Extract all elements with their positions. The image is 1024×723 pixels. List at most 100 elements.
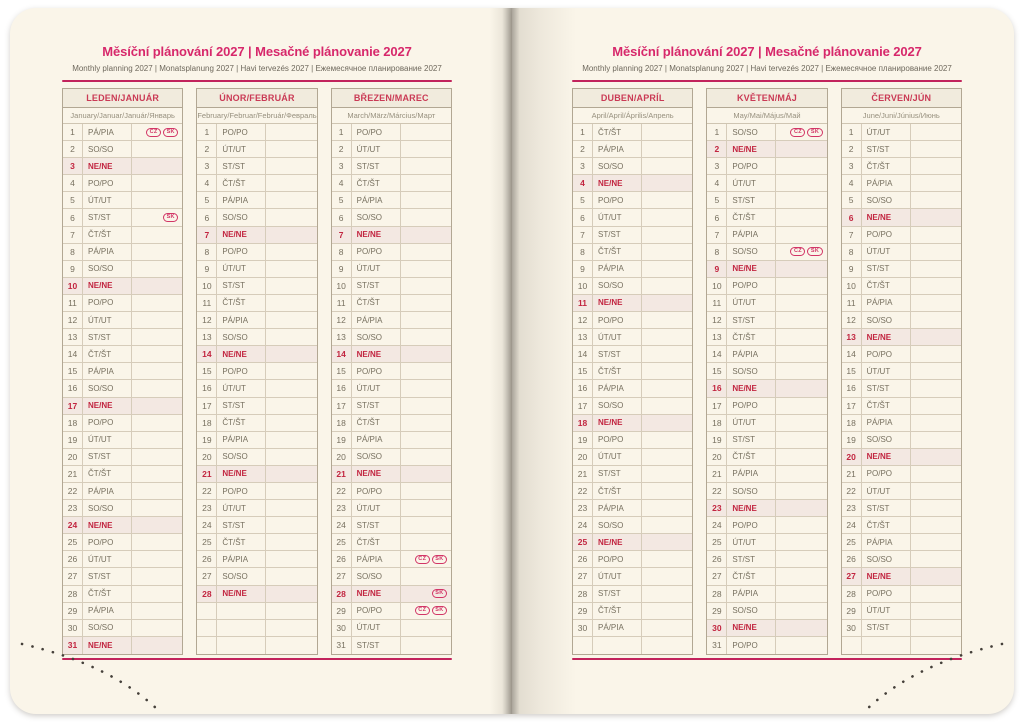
day-row: 11 ÚT/UT — [707, 294, 827, 313]
day-number: 17 — [573, 397, 593, 414]
notes-cell — [776, 483, 826, 499]
notes-cell — [401, 380, 451, 396]
day-name: NE/NE — [862, 568, 911, 585]
day-name: PO/PO — [217, 243, 267, 260]
day-name: NE/NE — [83, 397, 132, 414]
day-number: 3 — [707, 158, 728, 175]
day-row: 16 SO/SO — [63, 380, 183, 398]
day-row: 29 PO/PO CZ SK — [331, 602, 451, 620]
notes-cell — [401, 466, 451, 482]
day-number: 16 — [63, 380, 83, 397]
day-row: 23 ST/ST — [841, 500, 961, 518]
day-number: 21 — [573, 465, 593, 482]
day-row: 10 ST/ST — [331, 277, 451, 295]
notes-cell — [401, 432, 451, 448]
day-number: 19 — [332, 431, 352, 448]
day-row: 8 PÁ/PIA — [63, 243, 183, 261]
day-number: 3 — [332, 158, 352, 175]
day-name: SO/SO — [727, 243, 777, 260]
day-name: PO/PO — [593, 192, 642, 209]
day-number: 20 — [573, 448, 593, 465]
day-number: 16 — [707, 380, 728, 397]
day-name: PÁ/PIA — [593, 380, 642, 397]
day-name: ST/ST — [352, 277, 401, 294]
day-row: 16 PÁ/PIA — [573, 380, 693, 398]
day-row: 24 NE/NE — [63, 517, 183, 535]
day-name: SO/SO — [727, 124, 777, 141]
notes-cell — [911, 124, 961, 140]
notes-cell — [266, 261, 316, 277]
day-row: 5 PÁ/PIA — [197, 192, 317, 210]
notes-cell — [401, 175, 451, 191]
notes-cell — [266, 415, 316, 431]
blank-day-cell — [593, 636, 642, 654]
day-row: 23 NE/NE — [707, 500, 827, 518]
day-row: 13 ÚT/UT — [573, 329, 693, 347]
day-name: PO/PO — [862, 226, 911, 243]
day-name: PÁ/PIA — [862, 534, 911, 551]
day-name: NE/NE — [217, 585, 267, 602]
day-number: 29 — [842, 602, 862, 619]
notes-cell — [132, 363, 182, 379]
notes-cell — [642, 278, 692, 294]
month-cerven-jun: ČERVEN/JÚN June/Juni/Június/Июнь 1 ÚT/UT 2… — [840, 88, 962, 655]
day-row: 22 ČT/ŠT — [573, 482, 693, 501]
day-name: SO/SO — [862, 431, 911, 448]
notes-cell — [132, 432, 182, 448]
day-row: 29 PÁ/PIA — [63, 602, 183, 620]
day-row: 26 ST/ST — [707, 551, 827, 569]
day-row: 22 ÚT/UT — [841, 482, 961, 501]
day-number: 13 — [332, 329, 352, 346]
day-number: 6 — [332, 209, 352, 226]
day-number: 27 — [573, 568, 593, 585]
day-row: 15 ÚT/UT — [841, 363, 961, 381]
day-number: 6 — [842, 209, 862, 226]
notes-cell — [911, 517, 961, 533]
day-row: 22 PO/PO — [331, 482, 451, 501]
notes-cell — [132, 568, 182, 584]
notes-cell — [132, 295, 182, 311]
day-name: ST/ST — [862, 500, 911, 517]
notes-cell — [642, 551, 692, 567]
day-row: 17 SO/SO — [573, 397, 693, 415]
notes-cell — [401, 209, 451, 225]
day-number: 10 — [842, 277, 862, 294]
day-number: 11 — [63, 294, 83, 312]
day-number: 27 — [842, 568, 862, 585]
notes-cell — [911, 551, 961, 567]
day-number: 31 — [63, 636, 83, 654]
day-name: ÚT/UT — [217, 380, 267, 397]
day-row: 13 ST/ST — [63, 329, 183, 347]
day-number: 14 — [573, 346, 593, 363]
day-row: 1 PO/PO — [331, 124, 451, 142]
day-number: 24 — [197, 517, 218, 534]
day-name: ČT/ŠT — [83, 226, 132, 243]
blank-number-cell — [573, 636, 593, 654]
day-number: 25 — [63, 534, 83, 551]
day-number: 15 — [332, 363, 352, 380]
day-number: 27 — [63, 568, 83, 585]
day-row: 21 PÁ/PIA — [707, 465, 827, 483]
notes-cell — [911, 620, 961, 636]
day-number: 18 — [842, 414, 862, 431]
notes-cell — [642, 483, 692, 499]
day-number: 25 — [573, 534, 593, 551]
notes-cell — [776, 295, 826, 311]
blank-number-cell — [197, 602, 218, 619]
page-subtitle: Monthly planning 2027 | Monatsplanung 20… — [582, 64, 952, 73]
day-name: ÚT/UT — [352, 380, 401, 397]
notes-cell — [776, 363, 826, 379]
day-name: PÁ/PIA — [727, 585, 777, 602]
day-number: 16 — [332, 380, 352, 397]
notes-cell — [266, 551, 316, 567]
day-row: 13 SO/SO — [197, 329, 317, 347]
day-row: 26 PO/PO — [573, 551, 693, 569]
day-row: 11 PO/PO — [63, 294, 183, 313]
day-row: 2 PÁ/PIA — [573, 141, 693, 159]
notes-cell — [642, 466, 692, 482]
day-row: 4 ČT/ŠT — [197, 175, 317, 193]
notes-cell — [266, 586, 316, 602]
holiday-badge-sk: SK — [431, 606, 447, 616]
months-row: LEDEN/JANUÁR January/Januar/Január/Январ… — [62, 88, 452, 655]
day-name: PÁ/PIA — [83, 363, 132, 380]
